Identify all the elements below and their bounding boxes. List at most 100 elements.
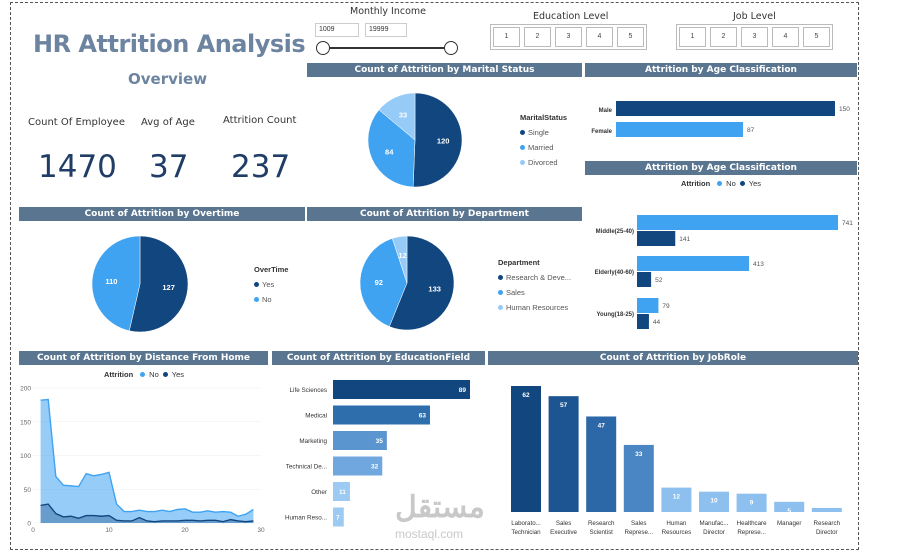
department-legend-item[interactable]: Human Resources <box>498 303 571 312</box>
education-level-option-5[interactable]: 5 <box>617 27 644 47</box>
marital-slice-label: 84 <box>385 147 394 156</box>
job-level-option-5[interactable]: 5 <box>803 27 830 47</box>
jobrole-bar[interactable] <box>623 444 654 512</box>
distance-x-tick: 20 <box>181 527 189 534</box>
jobrole-category-label: Human <box>666 520 687 527</box>
marital-legend-divorced: Divorced <box>528 158 558 167</box>
gender-bar[interactable] <box>616 101 835 116</box>
overtime-slice[interactable] <box>91 235 141 332</box>
distance-line-no[interactable] <box>40 398 254 517</box>
jobrole-bar[interactable] <box>661 487 692 512</box>
job-level-option-3[interactable]: 3 <box>741 27 768 47</box>
department-legend-rd: Research & Deve... <box>506 273 572 282</box>
income-slider-max-handle[interactable] <box>444 41 458 55</box>
jobrole-bar-chart[interactable]: 62 Laborato... Technician 57 Sales Executive 4… <box>490 374 858 542</box>
marital-slice[interactable] <box>412 92 463 188</box>
legend-dot-icon <box>717 181 723 186</box>
education-level-option-3[interactable]: 3 <box>555 27 582 47</box>
education-level-option-1[interactable]: 1 <box>493 27 520 47</box>
educationfield-bar[interactable] <box>333 380 470 399</box>
age-bar[interactable] <box>637 231 676 246</box>
watermark-url: mostaql.com <box>395 527 464 541</box>
educationfield-category-label: Human Reso... <box>285 515 327 522</box>
jobrole-bar[interactable] <box>736 493 767 512</box>
department-legend-item[interactable]: Sales <box>498 288 571 297</box>
jobrole-category-label: Resources <box>662 529 692 536</box>
gender-chart-title: Attrition by Age Classification <box>585 63 857 77</box>
jobrole-category-label: Sales <box>556 520 571 527</box>
marital-legend-item[interactable]: Married <box>520 143 567 152</box>
overtime-legend-item[interactable]: Yes <box>254 280 288 289</box>
department-slice[interactable] <box>391 235 408 284</box>
jobrole-bar-value: 9 <box>750 500 754 507</box>
jobrole-bar[interactable] <box>699 491 729 512</box>
overtime-slice[interactable] <box>128 235 189 333</box>
department-slice[interactable] <box>359 238 408 327</box>
distance-x-tick: 10 <box>105 527 113 534</box>
distance-area-chart[interactable]: 0 50 100 150 200 0 10 20 30 <box>15 380 270 535</box>
age-bar[interactable] <box>637 215 838 230</box>
overtime-legend-title: OverTime <box>254 265 289 274</box>
job-level-option-4[interactable]: 4 <box>772 27 799 47</box>
age-legend: Attrition No Yes <box>681 179 761 188</box>
marital-slice-label: 33 <box>399 110 407 119</box>
jobrole-category-label: Director <box>703 529 725 536</box>
distance-area-yes[interactable] <box>40 504 254 523</box>
jobrole-bar[interactable] <box>586 416 617 512</box>
age-bar[interactable] <box>637 314 649 329</box>
gender-category-label: Male <box>599 108 613 114</box>
overtime-legend-item[interactable]: No <box>254 295 288 304</box>
kpi-employee-label: Count Of Employee <box>28 117 125 128</box>
age-bar-chart[interactable]: Middle(25-40) 741 141 Elderly(40-60) 413 52 Yo… <box>585 208 857 332</box>
educationfield-bar[interactable] <box>333 431 387 450</box>
jobrole-category-label: Represe... <box>737 529 766 536</box>
age-legend-yes[interactable]: Yes <box>748 179 762 188</box>
distance-line-yes[interactable] <box>40 503 254 523</box>
age-bar-value: 413 <box>753 261 764 268</box>
jobrole-category-label: Manufac... <box>700 520 729 527</box>
overtime-pie-chart[interactable]: 127 110 <box>85 231 195 337</box>
kpi-age-label: Avg of Age <box>141 117 195 128</box>
jobrole-bar[interactable] <box>548 396 579 512</box>
job-level-option-1[interactable]: 1 <box>679 27 706 47</box>
educationfield-bar[interactable] <box>333 456 383 476</box>
jobrole-bar[interactable] <box>811 507 842 512</box>
age-legend-no[interactable]: No <box>726 179 736 188</box>
gender-bar-chart[interactable]: Male 150 Female 87 <box>585 96 857 146</box>
department-pie-chart[interactable]: 133 92 12 <box>350 232 462 334</box>
marital-legend-item[interactable]: Divorced <box>520 158 567 167</box>
age-bar[interactable] <box>637 298 659 313</box>
age-chart-title: Attrition by Age Classification <box>585 161 857 175</box>
educationfield-bar[interactable] <box>333 482 350 501</box>
age-bar[interactable] <box>637 272 652 287</box>
income-min-input[interactable]: 1009 <box>315 23 359 37</box>
education-level-option-4[interactable]: 4 <box>586 27 613 47</box>
department-slice[interactable] <box>389 235 455 331</box>
marital-pie-chart[interactable]: 120 84 33 <box>360 88 470 192</box>
age-bar-value: 141 <box>679 236 690 243</box>
educationfield-bar-chart[interactable]: Life Sciences 89 Medical 63 Marketing 35 Techn… <box>272 374 487 534</box>
marital-slice[interactable] <box>367 109 416 188</box>
income-slider-min-handle[interactable] <box>316 41 330 55</box>
job-level-option-2[interactable]: 2 <box>710 27 737 47</box>
distance-legend-yes[interactable]: Yes <box>171 370 185 379</box>
gender-category-label: Female <box>591 129 612 135</box>
department-legend-item[interactable]: Research & Deve... <box>498 273 571 282</box>
marital-legend-item[interactable]: Single <box>520 128 567 137</box>
educationfield-bar[interactable] <box>333 507 344 527</box>
education-level-option-2[interactable]: 2 <box>524 27 551 47</box>
marital-slice[interactable] <box>378 92 416 141</box>
legend-dot-icon <box>498 275 503 280</box>
income-max-input[interactable]: 19999 <box>365 23 407 37</box>
jobrole-category-label: Scientist <box>590 529 614 536</box>
gender-bar[interactable] <box>616 122 744 137</box>
age-bar[interactable] <box>637 256 750 271</box>
educationfield-bar[interactable] <box>333 405 430 425</box>
distance-area-no[interactable] <box>40 399 254 523</box>
monthly-income-label: Monthly Income <box>350 6 427 17</box>
jobrole-bar[interactable] <box>774 501 805 512</box>
jobrole-bar[interactable] <box>511 386 541 512</box>
jobrole-bar-value: 57 <box>560 402 568 409</box>
distance-legend-no[interactable]: No <box>149 370 159 379</box>
gender-bar-value: 150 <box>839 106 850 113</box>
